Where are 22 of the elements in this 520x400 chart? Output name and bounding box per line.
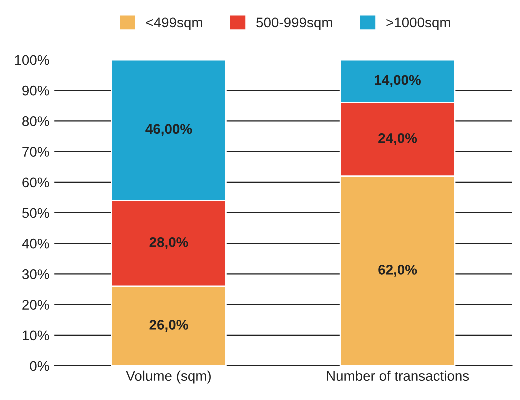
- y-tick-label: 10%: [23, 330, 50, 341]
- data-label: 28,0%: [150, 237, 188, 250]
- y-tick-label: 100%: [15, 55, 50, 66]
- x-tick-label: Number of transactions: [327, 370, 470, 382]
- y-tick-label: 70%: [22, 147, 50, 157]
- y-tick-label: 80%: [22, 116, 50, 126]
- data-label: 46,00%: [146, 124, 192, 136]
- y-tick-label: 30%: [22, 270, 50, 280]
- data-label: 26,0%: [150, 320, 188, 332]
- y-tick-label: 40%: [22, 238, 50, 249]
- y-tick-label: 20%: [22, 300, 50, 310]
- legend-label: >1000sqm: [386, 18, 450, 30]
- y-tick-label: 90%: [22, 86, 50, 96]
- legend-label: <499sqm: [146, 18, 202, 30]
- legend-label: 500-999sqm: [256, 18, 332, 30]
- x-tick-label: Volume (sqm): [126, 370, 211, 384]
- data-label: 24,0%: [378, 133, 418, 146]
- data-label: 62,0%: [378, 265, 418, 277]
- y-tick-label: 0%: [30, 361, 50, 372]
- y-tick-label: 60%: [22, 178, 50, 188]
- y-tick-label: 50%: [22, 208, 50, 218]
- data-label: 14,00%: [375, 75, 421, 88]
